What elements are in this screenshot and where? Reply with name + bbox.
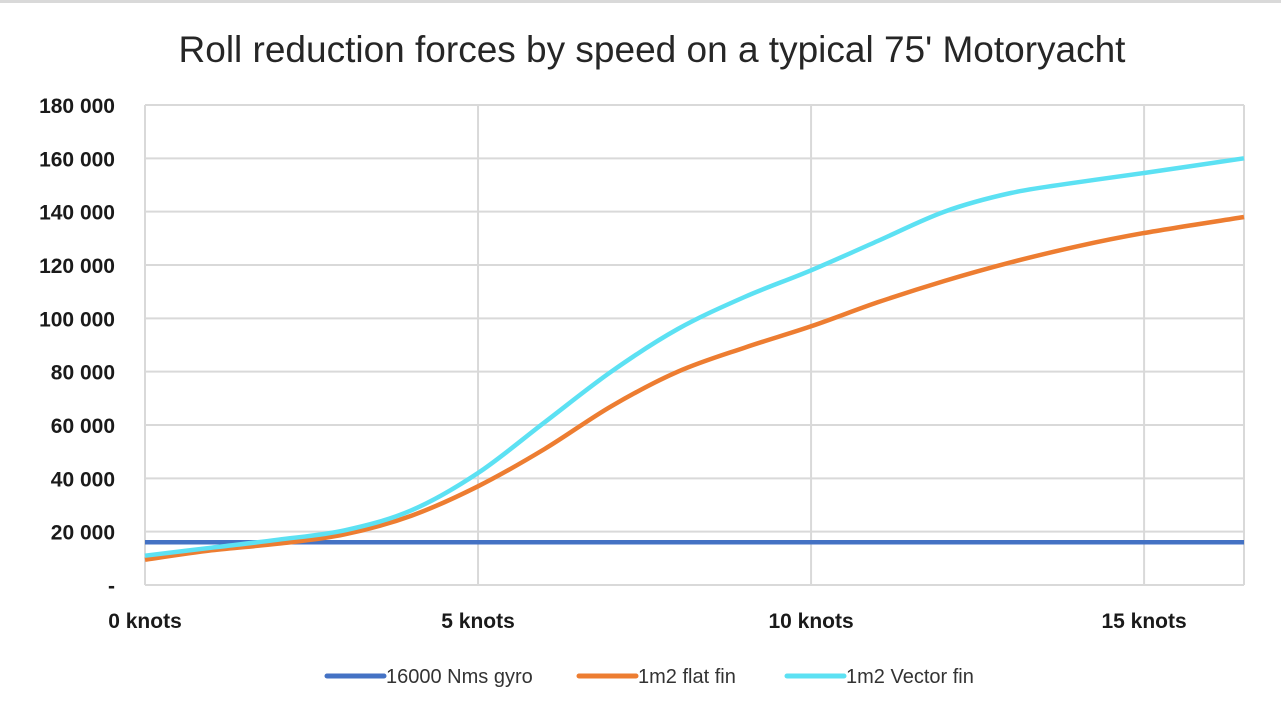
chart-title: Roll reduction forces by speed on a typi… (179, 29, 1127, 70)
x-tick-label: 15 knots (1101, 610, 1186, 633)
y-tick-label: 120 000 (39, 255, 115, 278)
legend-label: 1m2 Vector fin (846, 666, 974, 688)
series-line-vector-fin (144, 156, 1245, 558)
y-tick-label: 80 000 (51, 362, 115, 385)
y-tick-label: - (108, 575, 115, 598)
legend-label: 16000 Nms gyro (386, 666, 533, 688)
legend-item-gyro: 16000 Nms gyro (324, 666, 533, 688)
y-tick-label: 20 000 (51, 522, 115, 545)
legend-item-flat-fin: 1m2 flat fin (576, 666, 736, 688)
legend-label: 1m2 flat fin (638, 666, 736, 688)
x-axis-ticks: 0 knots 5 knots 10 knots 15 knots (108, 610, 1186, 633)
series-lines (144, 156, 1245, 562)
x-tick-label: 5 knots (441, 610, 515, 633)
y-tick-label: 140 000 (39, 202, 115, 225)
x-tick-label: 10 knots (768, 610, 853, 633)
y-tick-label: 100 000 (39, 308, 115, 331)
y-tick-label: 60 000 (51, 415, 115, 438)
series-line-flat-fin (144, 214, 1245, 562)
y-tick-label: 160 000 (39, 148, 115, 171)
legend: 16000 Nms gyro 1m2 flat fin 1m2 Vector fin (324, 666, 974, 688)
y-tick-label: 180 000 (39, 95, 115, 118)
y-axis-ticks: - 20 000 40 000 60 000 80 000 100 000 120 000 1… (39, 95, 115, 598)
y-tick-label: 40 000 (51, 468, 115, 491)
top-border (0, 0, 1281, 3)
x-tick-label: 0 knots (108, 610, 182, 633)
legend-item-vector-fin: 1m2 Vector fin (784, 666, 974, 688)
gridlines (144, 104, 1245, 586)
